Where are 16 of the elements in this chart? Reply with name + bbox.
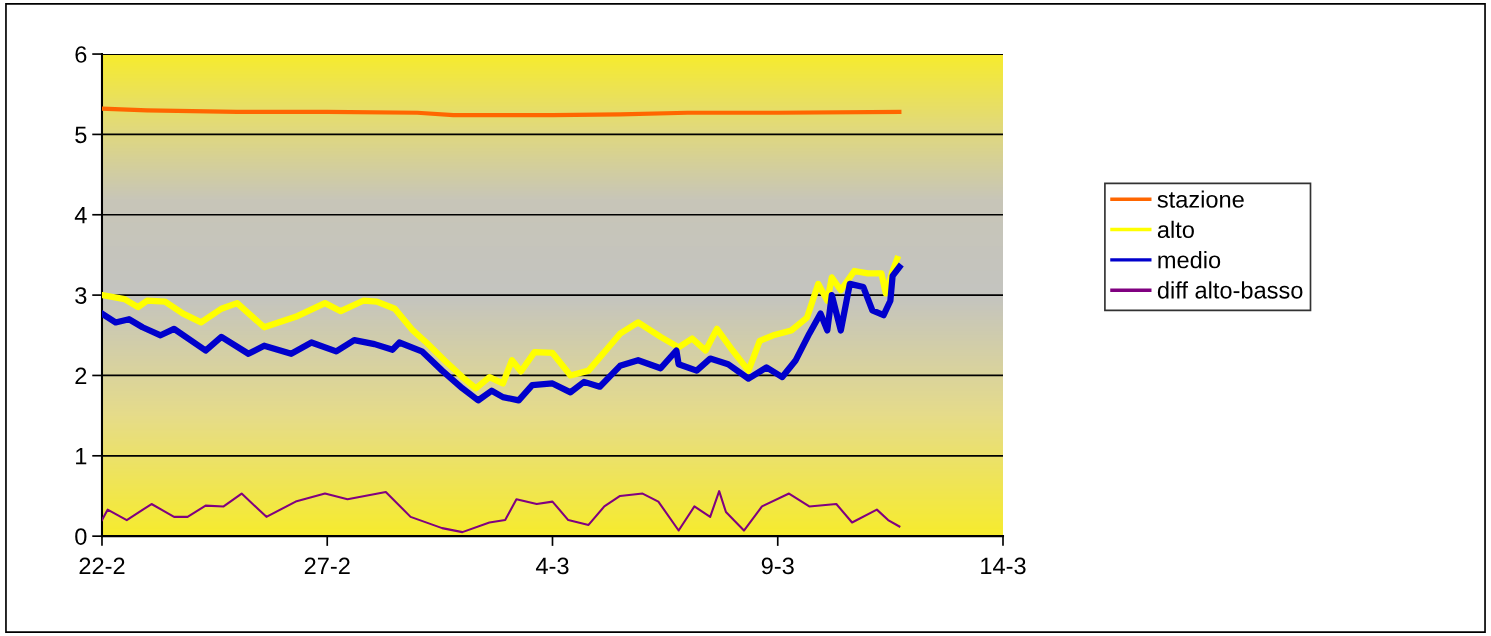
x-tick-label: 4-3	[535, 557, 569, 575]
legend-label: stazione	[1157, 190, 1244, 208]
y-tick-label: 0	[75, 528, 87, 545]
legend-label: alto	[1157, 220, 1194, 239]
y-tick-label: 6	[75, 46, 87, 63]
legend-label: medio	[1158, 251, 1221, 269]
y-tick-label: 3	[75, 287, 87, 304]
legend-label: diff alto-basso	[1157, 281, 1303, 299]
y-tick-label: 2	[75, 367, 87, 385]
y-tick-label: 5	[75, 126, 87, 144]
y-tick-label: 1	[76, 448, 87, 465]
x-tick-label: 22-2	[79, 557, 125, 575]
y-tick-label: 4	[74, 207, 87, 224]
x-tick-label: 9-3	[761, 557, 794, 575]
x-tick-label: 14-3	[981, 557, 1026, 575]
x-tick-label: 27-2	[304, 557, 350, 575]
